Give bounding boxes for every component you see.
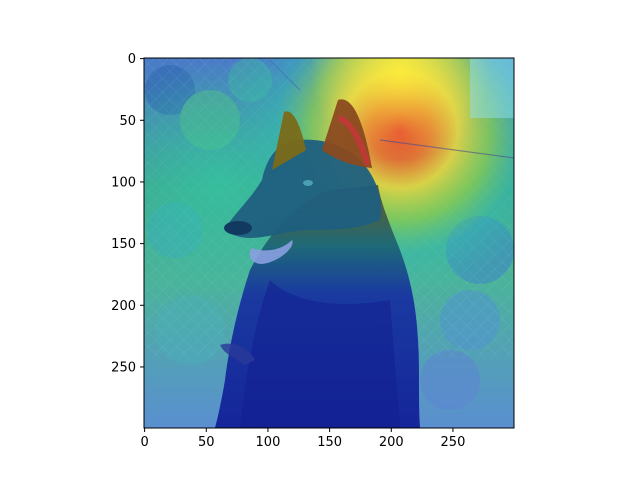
x-tick-label: 150: [317, 435, 342, 450]
x-tick-label: 100: [256, 435, 281, 450]
y-tick-label: 0: [128, 52, 136, 67]
x-tick-label: 200: [379, 435, 404, 450]
x-tick-label: 50: [198, 435, 215, 450]
y-tick-label: 100: [111, 175, 136, 190]
y-axis: 0 50 100 150 200 250: [111, 52, 144, 375]
x-tick-label: 0: [140, 435, 148, 450]
x-axis: 0 50 100 150 200 250: [140, 428, 465, 450]
dog-figure: [215, 99, 420, 428]
y-tick-label: 200: [111, 299, 136, 314]
plot-frame: [143, 57, 515, 429]
y-tick-label: 250: [111, 360, 136, 375]
y-tick-label: 50: [119, 114, 136, 129]
heatmap-image: [144, 58, 514, 428]
y-tick-label: 150: [111, 237, 136, 252]
x-tick-label: 250: [441, 435, 466, 450]
